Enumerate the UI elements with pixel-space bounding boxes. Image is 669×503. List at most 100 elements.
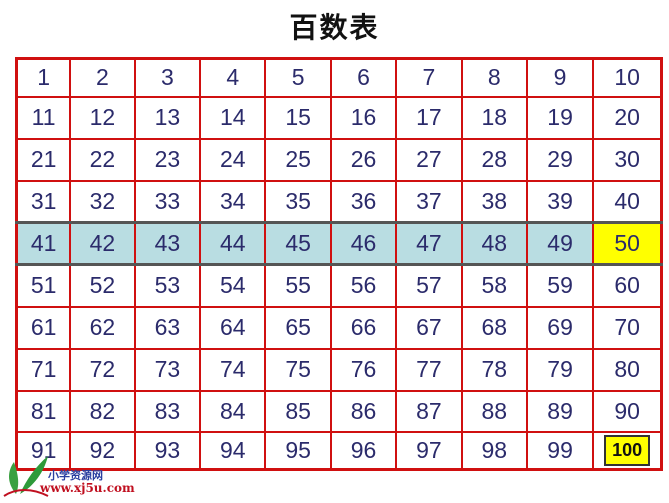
chart-row: 11 12 13 14 15 16 17 18 19 20 bbox=[15, 95, 663, 140]
number-label: 58 bbox=[481, 272, 508, 299]
watermark-url: www.xj5u.com bbox=[40, 481, 135, 495]
number-cell: 76 bbox=[329, 347, 398, 392]
number-cell: 78 bbox=[460, 347, 528, 392]
number-cell: 68 bbox=[460, 305, 528, 350]
number-label: 66 bbox=[350, 314, 377, 340]
number-label: 34 bbox=[219, 187, 246, 214]
number-cell: 32 bbox=[69, 179, 136, 224]
number-label: 67 bbox=[416, 314, 442, 340]
number-label: 38 bbox=[481, 187, 508, 214]
number-label: 94 bbox=[219, 436, 246, 463]
number-cell: 4 bbox=[199, 57, 267, 98]
number-cell: 26 bbox=[329, 137, 398, 182]
number-label: 68 bbox=[481, 314, 508, 340]
number-label: 16 bbox=[350, 104, 377, 130]
number-label: 22 bbox=[89, 146, 116, 172]
number-label: 91 bbox=[30, 436, 57, 463]
number-label: 30 bbox=[614, 146, 640, 172]
number-label: 79 bbox=[547, 356, 573, 382]
chart-row: 21 22 23 24 25 26 27 28 29 30 bbox=[15, 137, 663, 182]
number-cell: 60 bbox=[592, 263, 663, 308]
number-label: 65 bbox=[285, 314, 311, 340]
number-label: 80 bbox=[614, 356, 640, 382]
number-label: 74 bbox=[219, 356, 246, 382]
number-label: 88 bbox=[481, 397, 508, 424]
number-cell: 89 bbox=[525, 389, 595, 433]
number-label: 53 bbox=[154, 272, 181, 299]
number-label: 81 bbox=[30, 397, 57, 424]
number-label: 76 bbox=[350, 356, 377, 382]
number-cell: 98 bbox=[460, 430, 528, 471]
number-cell: 14 bbox=[199, 95, 267, 140]
number-label: 57 bbox=[416, 272, 442, 299]
number-cell: 28 bbox=[460, 137, 528, 182]
number-label: 60 bbox=[614, 272, 640, 299]
number-cell: 10 bbox=[592, 57, 663, 98]
number-cell: 74 bbox=[199, 347, 267, 392]
number-label: 24 bbox=[219, 146, 246, 172]
chart-row: 1 2 3 4 5 6 7 8 9 10 bbox=[15, 57, 663, 98]
number-label: 15 bbox=[285, 104, 311, 130]
number-label: 99 bbox=[547, 436, 573, 463]
number-cell: 22 bbox=[69, 137, 136, 182]
number-label: 63 bbox=[154, 314, 181, 340]
number-label: 75 bbox=[285, 356, 311, 382]
number-cell: 85 bbox=[264, 389, 332, 433]
number-cell: 36 bbox=[329, 179, 398, 224]
number-cell: 72 bbox=[69, 347, 136, 392]
number-cell: 50 bbox=[592, 221, 663, 266]
number-label: 49 bbox=[547, 230, 573, 256]
number-cell: 100 bbox=[592, 430, 663, 471]
number-cell: 88 bbox=[460, 389, 528, 433]
number-cell: 66 bbox=[329, 305, 398, 350]
number-label: 26 bbox=[350, 146, 377, 172]
number-cell: 38 bbox=[460, 179, 528, 224]
number-label: 47 bbox=[416, 230, 442, 256]
number-cell: 86 bbox=[329, 389, 398, 433]
number-cell: 55 bbox=[264, 263, 332, 308]
number-cell: 77 bbox=[395, 347, 463, 392]
chart-row: 51 52 53 54 55 56 57 58 59 60 bbox=[15, 263, 663, 308]
number-label: 45 bbox=[285, 230, 311, 256]
number-cell: 56 bbox=[329, 263, 398, 308]
chart-row: 91 92 93 94 95 96 97 98 99 100 bbox=[15, 430, 663, 471]
number-label: 82 bbox=[89, 397, 116, 424]
number-label: 6 bbox=[357, 64, 370, 91]
number-label: 8 bbox=[487, 64, 501, 91]
number-label: 96 bbox=[350, 436, 377, 463]
number-label: 52 bbox=[89, 272, 116, 299]
number-cell: 57 bbox=[395, 263, 463, 308]
number-cell: 99 bbox=[525, 430, 595, 471]
number-cell: 29 bbox=[525, 137, 595, 182]
number-label: 4 bbox=[226, 64, 240, 91]
number-label: 3 bbox=[160, 64, 174, 91]
chart-row: 81 82 83 84 85 86 87 88 89 90 bbox=[15, 389, 663, 433]
page-title: 百数表 bbox=[289, 11, 380, 44]
number-cell: 33 bbox=[133, 179, 202, 224]
number-label: 2 bbox=[96, 64, 109, 91]
number-label: 78 bbox=[481, 356, 508, 382]
number-label: 17 bbox=[416, 104, 442, 130]
number-cell: 94 bbox=[199, 430, 267, 471]
number-cell: 59 bbox=[525, 263, 595, 308]
number-cell: 25 bbox=[264, 137, 332, 182]
number-cell: 24 bbox=[199, 137, 267, 182]
number-cell: 18 bbox=[460, 95, 528, 140]
number-label: 18 bbox=[481, 104, 508, 130]
number-label: 9 bbox=[553, 64, 567, 91]
number-cell: 82 bbox=[69, 389, 136, 433]
number-cell: 41 bbox=[15, 221, 72, 266]
number-cell: 5 bbox=[264, 57, 332, 98]
number-cell: 19 bbox=[525, 95, 595, 140]
number-cell: 45 bbox=[264, 221, 332, 266]
number-label: 1 bbox=[37, 64, 50, 91]
number-cell: 37 bbox=[395, 179, 463, 224]
number-cell: 3 bbox=[133, 57, 202, 98]
number-cell: 80 bbox=[592, 347, 663, 392]
number-cell: 96 bbox=[329, 430, 398, 471]
number-cell: 21 bbox=[15, 137, 72, 182]
number-label: 29 bbox=[547, 146, 573, 172]
number-cell: 15 bbox=[264, 95, 332, 140]
number-label: 90 bbox=[614, 397, 640, 424]
number-label: 77 bbox=[416, 356, 442, 382]
